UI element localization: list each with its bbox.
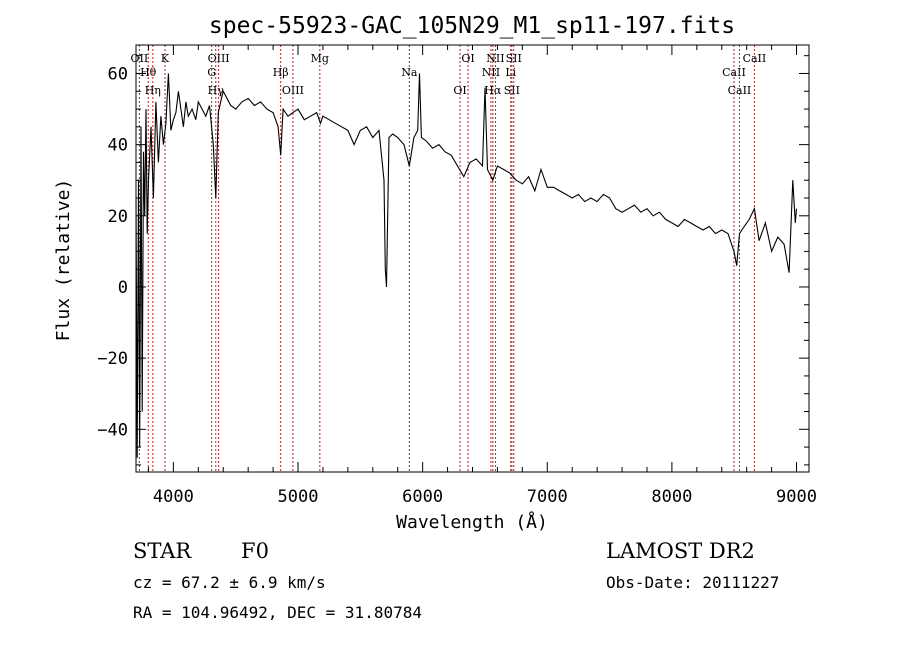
spectral-line-markers: OIIHθHηKGHγOIIIHβOIIIMgNaOIOINIIHαNIILiS…	[131, 45, 767, 472]
spectral-line-label: OIII	[208, 52, 230, 65]
x-axis-ticks: 4000 5000 6000 7000 8000 9000	[147, 45, 817, 507]
x-tick-label: 6000	[402, 487, 443, 507]
spectral-line-label: Hη	[145, 84, 161, 97]
spectral-line-label: NII	[482, 66, 500, 79]
y-tick-label: 20	[108, 207, 128, 227]
spectral-line-label: OI	[453, 84, 466, 97]
spectral-line-label: OIII	[282, 84, 304, 97]
plot-frame	[135, 44, 810, 473]
y-tick-label: 0	[118, 278, 128, 298]
x-tick-label: 8000	[651, 487, 692, 507]
y-tick-label: −20	[97, 349, 128, 369]
spectral-line-label: Hθ	[140, 66, 157, 79]
spectral-line-label: Na	[401, 66, 418, 79]
redshift-velocity: cz = 67.2 ± 6.9 km/s	[133, 573, 326, 592]
spectral-line-label: Hα	[484, 84, 502, 97]
spectral-line-label: Mg	[311, 52, 329, 65]
spectral-line-label: SII	[506, 52, 522, 65]
spectral-line-label: OII	[131, 52, 149, 65]
x-tick-label: 5000	[278, 487, 319, 507]
spectral-line-label: CaII	[743, 52, 767, 65]
object-subclass: F0	[241, 539, 269, 563]
survey-name: LAMOST DR2	[606, 539, 755, 563]
y-axis-ticks: −40 −20 0 20 40 60	[97, 55, 809, 466]
x-axis-label: Wavelength (Å)	[396, 511, 548, 533]
spectral-line-label: Li	[505, 66, 516, 79]
spectral-line-label: SII	[504, 84, 520, 97]
x-tick-label: 9000	[776, 487, 817, 507]
y-tick-label: 60	[108, 64, 128, 84]
object-class: STAR	[133, 539, 192, 563]
spectral-line-label: CaII	[728, 84, 752, 97]
chart-title: spec-55923-GAC_105N29_M1_sp11-197.fits	[209, 13, 735, 39]
spectral-line-label: G	[207, 66, 216, 79]
coordinates: RA = 104.96492, DEC = 31.80784	[133, 603, 422, 622]
y-axis-label: Flux (relative)	[53, 179, 74, 342]
spectral-line-label: K	[161, 52, 170, 65]
y-tick-label: −40	[97, 420, 128, 440]
y-tick-label: 40	[108, 136, 128, 156]
observation-date: Obs-Date: 20111227	[606, 573, 779, 592]
spectral-line-label: CaII	[722, 66, 746, 79]
spectral-line-label: OI	[461, 52, 474, 65]
spectral-line-label: NII	[486, 52, 504, 65]
x-tick-label: 4000	[153, 487, 194, 507]
spectral-line-label: Hβ	[273, 66, 289, 79]
x-tick-label: 7000	[527, 487, 568, 507]
spectral-line-label: Hγ	[208, 84, 225, 97]
spectrum-series-line	[135, 73, 798, 458]
